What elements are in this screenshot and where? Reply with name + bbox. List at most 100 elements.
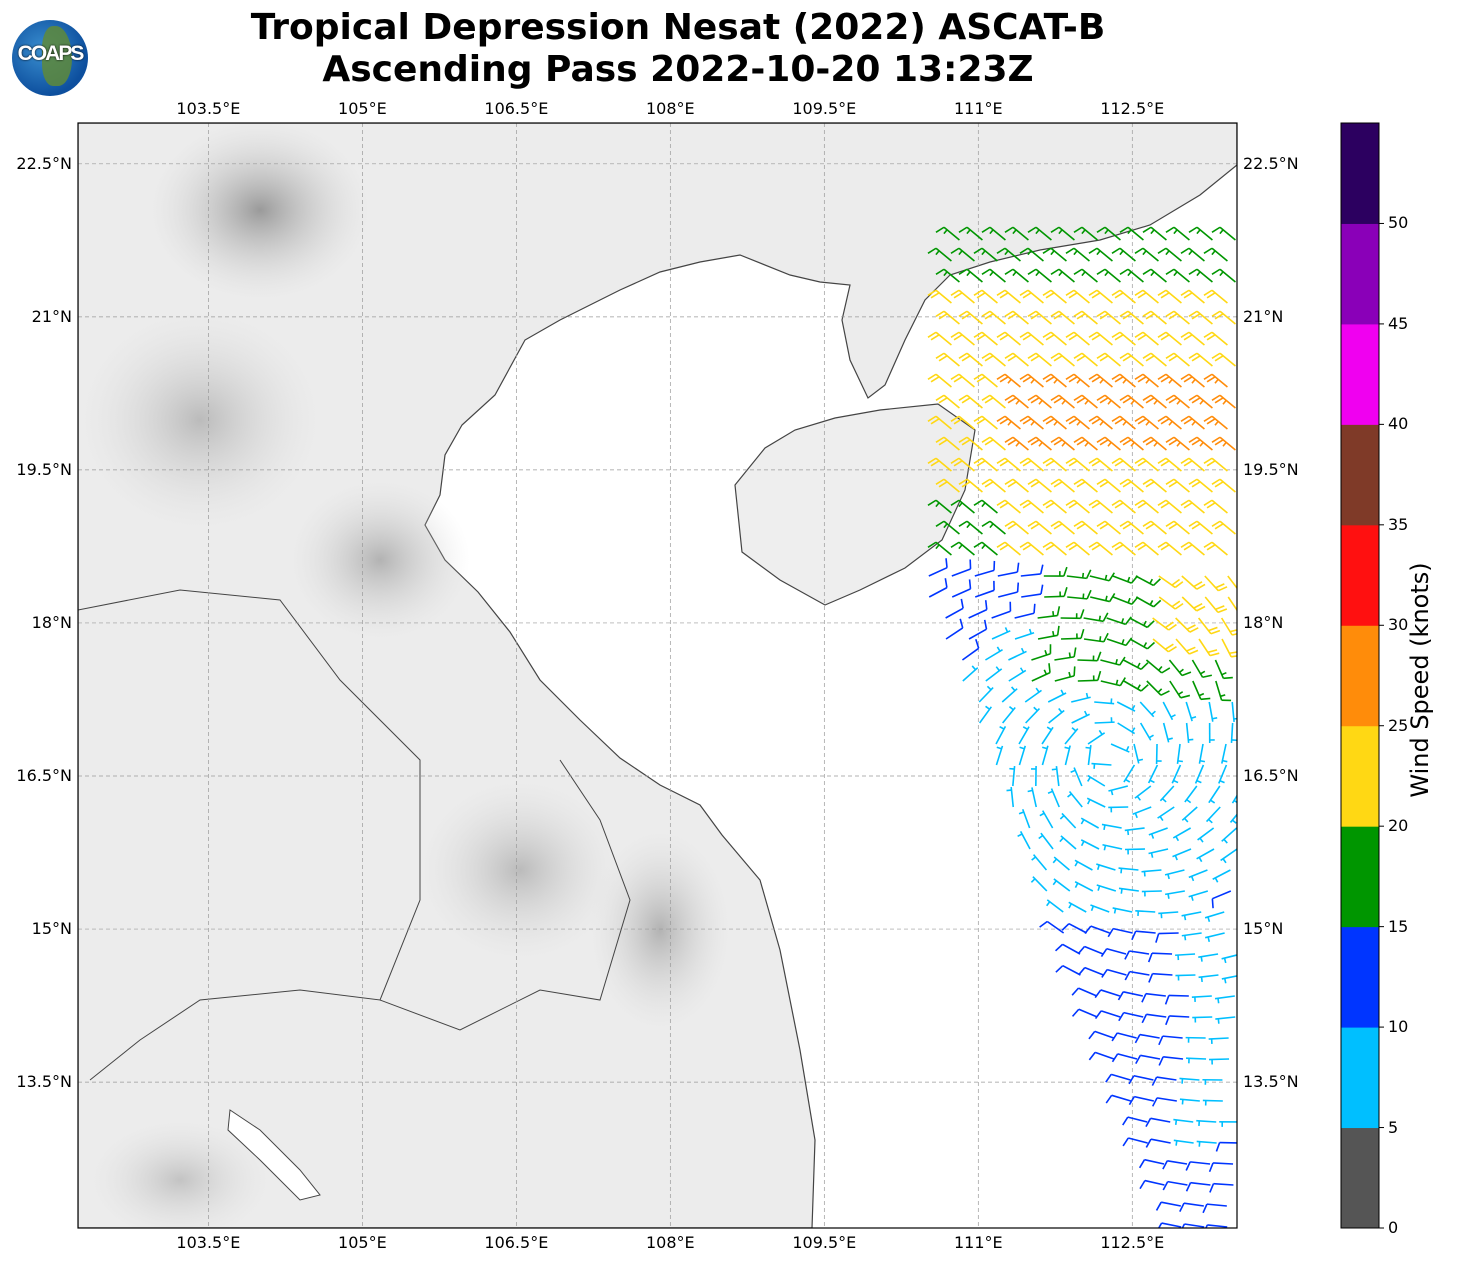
barb-half-tick (1191, 715, 1197, 720)
wind-barb (1142, 226, 1167, 241)
barb-tick (1119, 478, 1129, 485)
barb-staff (1218, 764, 1228, 784)
barb-staff (1066, 575, 1087, 580)
barb-tick (950, 499, 960, 506)
barb-tick (927, 415, 937, 422)
barb-tick (1203, 373, 1213, 380)
barb-staff (1213, 1182, 1234, 1186)
barb-half-tick (1085, 692, 1089, 699)
barb-tick (1105, 1094, 1113, 1104)
wind-barb (1180, 289, 1205, 304)
barb-staff (1129, 970, 1150, 976)
barb-half-tick (1067, 793, 1072, 798)
barb-staff (1167, 1180, 1188, 1186)
wind-barb (1065, 289, 1090, 304)
wind-barb (1050, 310, 1075, 325)
barb-staff (1134, 785, 1152, 799)
barb-tick (1016, 562, 1020, 573)
wind-barb (950, 541, 975, 556)
barb-tick (1088, 415, 1098, 422)
lon-tick-label-top: 111°E (953, 99, 1003, 118)
barb-half-tick (1223, 978, 1227, 984)
wind-barb (1134, 1033, 1160, 1044)
barb-tick (1148, 973, 1154, 983)
barb-half-tick (1004, 627, 1009, 633)
barb-half-tick (981, 502, 986, 508)
barb-tick (1054, 943, 1064, 952)
wind-barb (1067, 589, 1092, 600)
wind-barb (1042, 373, 1067, 388)
wind-barb (1180, 373, 1205, 388)
barb-half-tick (1012, 229, 1017, 235)
barb-staff (1080, 817, 1100, 829)
barb-tick (1050, 310, 1060, 317)
barb-half-tick (1183, 935, 1187, 941)
wind-barb (1211, 436, 1236, 451)
barb-staff (1191, 995, 1212, 998)
barb-staff (1173, 268, 1190, 283)
barb-tick (1114, 544, 1124, 551)
barb-tick (1080, 628, 1085, 639)
barb-tick (930, 292, 940, 299)
barb-tick (1168, 481, 1178, 488)
barb-tick (1134, 331, 1144, 338)
lat-tick-label-right: 15°N (1243, 919, 1284, 939)
barb-tick (1045, 376, 1055, 383)
barb-half-tick (1219, 271, 1224, 277)
barb-tick (1040, 584, 1044, 595)
barb-tick (1211, 520, 1221, 527)
barb-staff (1123, 680, 1142, 692)
wind-barb (1134, 499, 1159, 514)
barb-tick (1033, 603, 1036, 614)
barb-tick (953, 460, 963, 467)
wind-barb (1181, 932, 1202, 941)
barb-tick (1160, 418, 1170, 425)
barb-staff (1106, 617, 1126, 626)
barb-half-tick (1127, 576, 1131, 583)
barb-tick (1088, 289, 1098, 296)
barb-tick (1140, 662, 1149, 670)
barb-tick (1208, 1162, 1214, 1173)
barb-tick (1200, 697, 1211, 701)
barb-staff (1094, 1051, 1115, 1060)
barb-tick (1076, 355, 1086, 362)
wind-barb (1152, 638, 1177, 653)
wind-barb (1122, 1137, 1148, 1147)
lon-tick-label-top: 109.5°E (792, 99, 857, 118)
barb-tick (1193, 602, 1203, 609)
barb-staff (1094, 1030, 1114, 1039)
barb-staff (1196, 1140, 1217, 1144)
wind-barb (1172, 848, 1192, 861)
wind-barb (1019, 541, 1044, 556)
wind-barb (1239, 681, 1252, 702)
wind-barb (1180, 247, 1205, 262)
barb-staff (1119, 247, 1136, 262)
barb-tick (1114, 376, 1124, 383)
wind-barb (1175, 953, 1196, 961)
wind-barb (1119, 352, 1144, 367)
barb-tick (1042, 457, 1052, 464)
wind-barbs (927, 226, 1252, 1228)
barb-staff (945, 607, 964, 619)
barb-tick (1211, 352, 1221, 359)
barb-half-tick (1220, 694, 1226, 698)
barb-half-tick (1125, 778, 1131, 783)
wind-barb (1089, 572, 1115, 582)
barb-tick (1142, 268, 1152, 275)
barb-tick (973, 415, 983, 422)
barb-staff (1146, 1013, 1167, 1018)
barb-staff (1215, 680, 1223, 701)
wind-barb (1096, 394, 1121, 409)
wind-barb (1212, 869, 1231, 883)
barb-tick (961, 439, 971, 446)
barb-staff (1074, 881, 1094, 892)
barb-tick (1162, 1181, 1169, 1191)
barb-tick (927, 247, 937, 254)
barb-tick (973, 289, 983, 296)
barb-staff (1213, 1162, 1234, 1165)
barb-half-tick (1030, 878, 1036, 883)
barb-half-tick (1177, 760, 1183, 763)
wind-barb (1027, 352, 1052, 367)
barb-tick (983, 619, 988, 630)
barb-tick (1065, 541, 1075, 548)
